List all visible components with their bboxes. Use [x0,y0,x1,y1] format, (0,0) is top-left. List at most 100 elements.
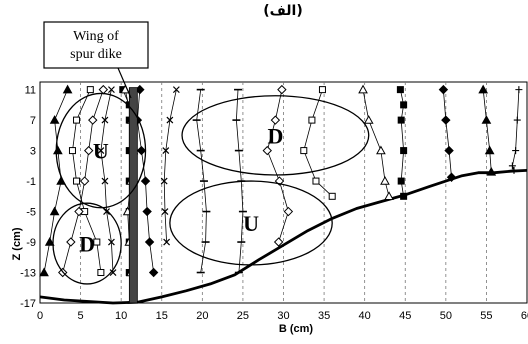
y-tick-label-5: 3 [30,146,36,158]
profile-0-point-1 [49,115,60,124]
velocity-profile-15 [478,84,497,176]
profile-1-point-2 [68,147,76,155]
profile-1-point-5 [93,238,101,246]
y-tick-label-4: -1 [26,176,36,188]
profile-14-point-0 [438,84,449,95]
profile-16-point-4 [510,166,518,174]
profile-3-point-2 [97,147,105,155]
region-1: D [52,202,122,285]
profile-15-point-3 [486,166,497,176]
x-tick-label-10: 50 [440,310,452,322]
region-3: U [169,180,333,266]
x-tick-label-12: 60 [521,310,528,322]
region-ellipse-1 [52,202,122,285]
profile-6-point-6 [148,267,159,278]
profile-15-point-1 [481,115,492,124]
x-tick-label-0: 0 [37,310,43,322]
profile-2-point-5 [66,237,76,247]
profile-12-point-3 [380,176,390,185]
region-ellipse-0 [55,92,147,209]
profile-0-point-5 [44,237,55,246]
profile-15-point-0 [478,84,489,94]
y-tick-label-2: -9 [26,237,36,249]
x-axis-label: B (cm) [279,323,314,335]
y-tick-label-6: 7 [30,115,36,127]
header-label: (الف) [263,3,303,19]
x-tick-label-8: 40 [359,310,371,322]
flow-regions: U D D U [52,92,370,285]
velocity-profile-0 [39,84,73,277]
profile-10-point-1 [270,115,281,125]
profile-12-point-0 [358,84,368,94]
region-ellipse-2 [181,95,370,176]
x-tick-label-2: 10 [115,310,127,322]
profile-1-point-3 [73,177,81,185]
profile-line-10 [266,89,289,243]
x-tick-label-3: 15 [156,310,168,322]
y-axis-label: Z (cm) [11,227,23,260]
y-tick-label-1: -13 [20,268,36,280]
profile-13-point-3 [400,147,408,155]
profile-7-point-5 [163,238,171,246]
velocity-profile-2 [58,84,109,278]
profile-10-point-0 [277,84,287,95]
profile-14-point-1 [441,115,451,125]
velocity-profile-1 [68,86,105,277]
profile-3-point-1 [101,116,109,124]
velocity-profile-7 [160,86,180,246]
profile-7-point-1 [166,116,174,124]
profile-16-point-1 [513,116,521,124]
callout-frame [43,21,149,69]
region-label-1: D [79,232,95,257]
profile-11-point-2 [300,147,308,155]
profile-14-point-3 [446,172,457,182]
x-tick-label-4: 20 [196,310,208,322]
profile-3-point-5 [108,238,115,246]
profile-12-point-2 [376,145,386,155]
profile-13-point-4 [397,177,405,185]
velocity-profile-11 [300,86,336,200]
profile-16-point-3 [508,162,516,170]
profile-2-point-3 [79,176,90,186]
y-tick-label-0: -17 [20,298,36,310]
region-label-0: U [93,139,109,164]
velocity-profile-13 [396,86,408,200]
profile-7-point-2 [162,147,170,155]
profile-0-point-4 [49,206,60,216]
profile-1-point-6 [97,269,105,277]
profile-12-point-1 [363,115,374,124]
profile-13-point-2 [397,116,405,124]
x-tick-label-5: 25 [237,310,249,322]
profile-16-point-0 [515,86,523,94]
profile-3-point-6 [109,269,117,276]
profile-13-point-1 [400,101,408,109]
profile-2-point-4 [74,206,84,217]
profile-7-point-4 [161,208,169,215]
region-label-3: U [243,211,259,236]
velocity-profile-16 [508,86,523,174]
profile-11-point-4 [328,192,336,200]
profile-10-point-4 [283,206,294,217]
profile-14-point-2 [444,145,454,156]
velocity-profile-8 [192,88,211,274]
profile-6-point-2 [136,145,147,156]
velocity-profile-14 [438,84,457,182]
profile-11-point-3 [312,177,320,185]
x-tick-label-7: 35 [318,310,330,322]
y-tick-label-7: 11 [25,85,36,97]
profile-1-point-0 [86,86,94,94]
profile-line-14 [443,89,452,178]
profile-0-point-6 [39,267,49,277]
velocity-profile-12 [358,84,394,201]
profile-13-point-0 [396,86,404,94]
x-tick-label-11: 55 [480,310,492,322]
profile-3-point-0 [108,86,115,94]
profile-13-point-5 [400,192,408,200]
region-ellipse-3 [169,180,333,266]
region-2: D [181,95,370,176]
velocity-profile-3 [97,86,117,276]
spur-dike-wing [128,87,138,304]
profile-1-point-1 [73,116,81,124]
